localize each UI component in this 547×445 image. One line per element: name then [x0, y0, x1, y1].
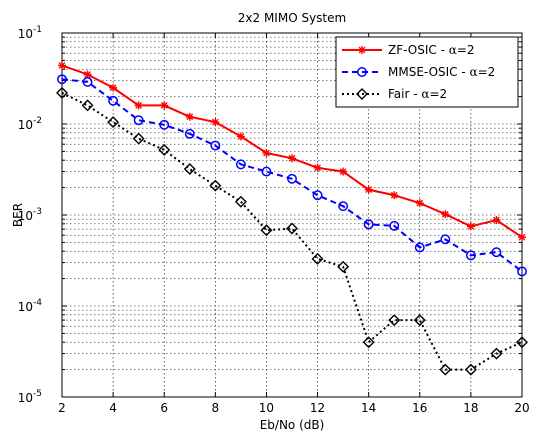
data-point [109, 83, 118, 92]
y-tick-label: 10-4 [18, 298, 43, 314]
data-point [234, 195, 247, 208]
data-point [133, 115, 144, 126]
x-tick-label: 10 [259, 401, 274, 415]
x-tick-label: 12 [310, 401, 325, 415]
data-point [261, 166, 272, 177]
y-tick-label: 10-2 [18, 116, 42, 132]
data-point [441, 210, 450, 219]
data-point [466, 222, 475, 231]
y-tick-label: 10-5 [18, 389, 42, 405]
data-point [492, 216, 501, 225]
data-point [362, 336, 375, 349]
tick-marks [61, 32, 523, 398]
data-point [56, 86, 68, 99]
data-point [209, 179, 222, 192]
x-tick-label: 18 [463, 401, 478, 415]
data-point [134, 101, 143, 110]
legend-label: ZF-OSIC - α=2 [388, 43, 475, 57]
legend-swatch-marker [357, 67, 367, 77]
data-point [210, 140, 221, 151]
data-point [390, 191, 399, 200]
x-axis-label: Eb/No (dB) [260, 418, 325, 432]
data-point [58, 61, 66, 70]
data-point [286, 222, 298, 235]
y-tick-label: 10-1 [18, 25, 42, 41]
data-point [81, 99, 94, 112]
data-point [465, 250, 476, 261]
legend-label: Fair - α=2 [388, 87, 447, 101]
data-point [288, 154, 296, 163]
data-point [518, 233, 526, 242]
legend-label: MMSE-OSIC - α=2 [388, 65, 495, 79]
data-point [389, 220, 400, 231]
data-point [517, 266, 527, 277]
x-tick-label: 20 [514, 401, 529, 415]
data-point [413, 314, 426, 327]
data-point [108, 95, 119, 106]
data-point [262, 149, 271, 158]
series-2 [57, 74, 527, 277]
data-point [211, 118, 220, 127]
data-point [287, 173, 297, 184]
data-point [414, 242, 425, 253]
data-point [339, 167, 348, 176]
data-point [516, 336, 528, 349]
data-point [158, 143, 171, 156]
data-point [363, 219, 374, 230]
data-point [439, 363, 452, 376]
data-point [185, 112, 194, 121]
data-point [313, 163, 322, 172]
data-point [260, 224, 273, 237]
series-line [61, 91, 523, 371]
data-point [160, 101, 169, 110]
data-point [236, 132, 245, 141]
legend: ZF-OSIC - α=2 MMSE-OSIC - α=2 Fair - α=2 [335, 36, 519, 108]
legend-item: MMSE-OSIC - α=2 [342, 65, 495, 79]
data-point [82, 76, 93, 87]
x-tick-label: 2 [58, 401, 66, 415]
data-point [132, 132, 145, 145]
legend-swatch-marker [356, 88, 368, 100]
data-point [107, 116, 120, 129]
data-point [388, 314, 401, 327]
x-tick-label: 16 [412, 401, 427, 415]
x-tick-label: 4 [109, 401, 117, 415]
series-1 [58, 61, 526, 242]
series-line [61, 78, 523, 273]
chart-title: 2x2 MIMO System [238, 11, 346, 25]
y-axis-label: BER [11, 203, 25, 227]
legend-item: Fair - α=2 [342, 87, 447, 101]
data-point [311, 252, 324, 265]
data-point [183, 163, 196, 176]
data-point [364, 185, 373, 194]
x-tick-label: 14 [361, 401, 376, 415]
data-point [338, 201, 349, 212]
x-tick-label: 8 [212, 401, 220, 415]
data-point [491, 247, 502, 258]
legend-item: ZF-OSIC - α=2 [342, 43, 475, 57]
data-point [440, 234, 451, 245]
data-point [184, 128, 195, 139]
data-point [312, 190, 323, 201]
data-point [490, 347, 503, 360]
data-point [235, 159, 246, 170]
data-point [159, 119, 170, 130]
y-tick-label: 10-3 [18, 207, 42, 223]
data-point [337, 260, 350, 273]
data-point [415, 199, 424, 208]
series-3 [56, 86, 528, 376]
data-point [57, 74, 67, 85]
x-tick-label: 6 [160, 401, 168, 415]
data-point [464, 363, 477, 376]
legend-swatch-marker [358, 46, 366, 54]
